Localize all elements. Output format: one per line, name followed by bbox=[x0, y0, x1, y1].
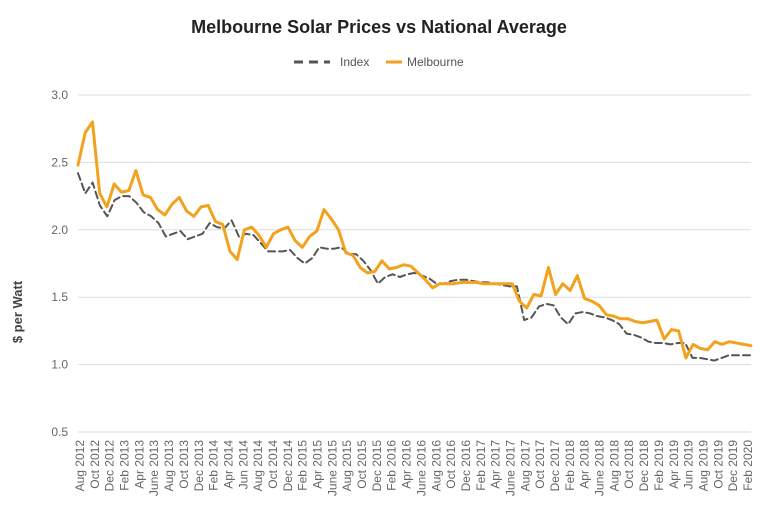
legend-melbourne-label: Melbourne bbox=[407, 55, 464, 69]
x-axis-ticks: Aug 2012 Oct 2012 Dec 2012 Feb 2013 Apr 2013… bbox=[73, 440, 755, 496]
x-tick-label: Feb 2016 bbox=[385, 440, 399, 491]
series-line-melbourne bbox=[76, 120, 753, 360]
x-tick-label: June 2015 bbox=[325, 440, 339, 496]
x-tick-label: Oct 2012 bbox=[88, 440, 102, 489]
x-tick-label: Aug 2013 bbox=[162, 440, 176, 492]
x-tick-label: Aug 2017 bbox=[518, 440, 532, 492]
x-tick-label: Aug 2014 bbox=[251, 440, 265, 492]
x-tick-label: Apr 2014 bbox=[221, 440, 235, 489]
x-tick-label: Feb 2014 bbox=[207, 440, 221, 491]
x-tick-label: Feb 2019 bbox=[652, 440, 666, 491]
series-lines bbox=[76, 120, 753, 362]
x-tick-label: Apr 2016 bbox=[400, 440, 414, 489]
y-tick-label: 1.0 bbox=[51, 358, 68, 372]
x-tick-label: Apr 2017 bbox=[489, 440, 503, 489]
x-tick-label: Oct 2017 bbox=[533, 440, 547, 489]
x-tick-label: June 2016 bbox=[414, 440, 428, 496]
x-tick-label: Apr 2019 bbox=[667, 440, 681, 489]
x-tick-label: Dec 2015 bbox=[370, 440, 384, 492]
x-tick-label: Aug 2019 bbox=[697, 440, 711, 492]
x-tick-label: Apr 2013 bbox=[132, 440, 146, 489]
chart-title: Melbourne Solar Prices vs National Avera… bbox=[191, 17, 567, 37]
legend-index-label: Index bbox=[340, 55, 369, 69]
x-tick-label: Oct 2016 bbox=[444, 440, 458, 489]
x-tick-label: June 2013 bbox=[147, 440, 161, 496]
x-tick-label: Dec 2017 bbox=[548, 440, 562, 492]
x-tick-label: Feb 2017 bbox=[474, 440, 488, 491]
x-tick-label: Feb 2015 bbox=[296, 440, 310, 491]
x-tick-label: Feb 2020 bbox=[741, 440, 755, 491]
x-tick-label: Dec 2019 bbox=[726, 440, 740, 492]
x-tick-label: Dec 2018 bbox=[637, 440, 651, 492]
x-tick-label: Apr 2015 bbox=[311, 440, 325, 489]
y-tick-label: 3.0 bbox=[51, 88, 68, 102]
y-axis-label: $ per Watt bbox=[10, 280, 25, 343]
x-tick-label: Dec 2013 bbox=[192, 440, 206, 492]
y-axis-ticks: 0.5 1.0 1.5 2.0 2.5 3.0 bbox=[51, 88, 68, 439]
series-line-index bbox=[77, 172, 752, 362]
x-tick-label: Apr 2018 bbox=[578, 440, 592, 489]
x-tick-label: June 2018 bbox=[593, 440, 607, 496]
x-tick-label: Aug 2016 bbox=[429, 440, 443, 492]
x-tick-label: Jun 2014 bbox=[236, 440, 250, 490]
x-tick-label: Aug 2012 bbox=[73, 440, 87, 492]
x-tick-label: Oct 2018 bbox=[622, 440, 636, 489]
grid bbox=[78, 94, 751, 433]
y-tick-label: 2.0 bbox=[51, 223, 68, 237]
x-tick-label: Oct 2013 bbox=[177, 440, 191, 489]
x-tick-label: Jun 2019 bbox=[682, 440, 696, 490]
legend: Index Melbourne bbox=[294, 55, 464, 69]
x-tick-label: Dec 2014 bbox=[281, 440, 295, 492]
y-tick-label: 1.5 bbox=[51, 290, 68, 304]
x-tick-label: Aug 2015 bbox=[340, 440, 354, 492]
y-tick-label: 2.5 bbox=[51, 155, 68, 169]
x-tick-label: Aug 2018 bbox=[607, 440, 621, 492]
x-tick-label: June 2017 bbox=[504, 440, 518, 496]
x-tick-label: Feb 2018 bbox=[563, 440, 577, 491]
x-tick-label: Oct 2015 bbox=[355, 440, 369, 489]
x-tick-label: Oct 2014 bbox=[266, 440, 280, 489]
x-tick-label: Dec 2012 bbox=[103, 440, 117, 492]
x-tick-label: Feb 2013 bbox=[118, 440, 132, 491]
x-tick-label: Dec 2016 bbox=[459, 440, 473, 492]
y-tick-label: 0.5 bbox=[51, 425, 68, 439]
x-tick-label: Oct 2019 bbox=[711, 440, 725, 489]
